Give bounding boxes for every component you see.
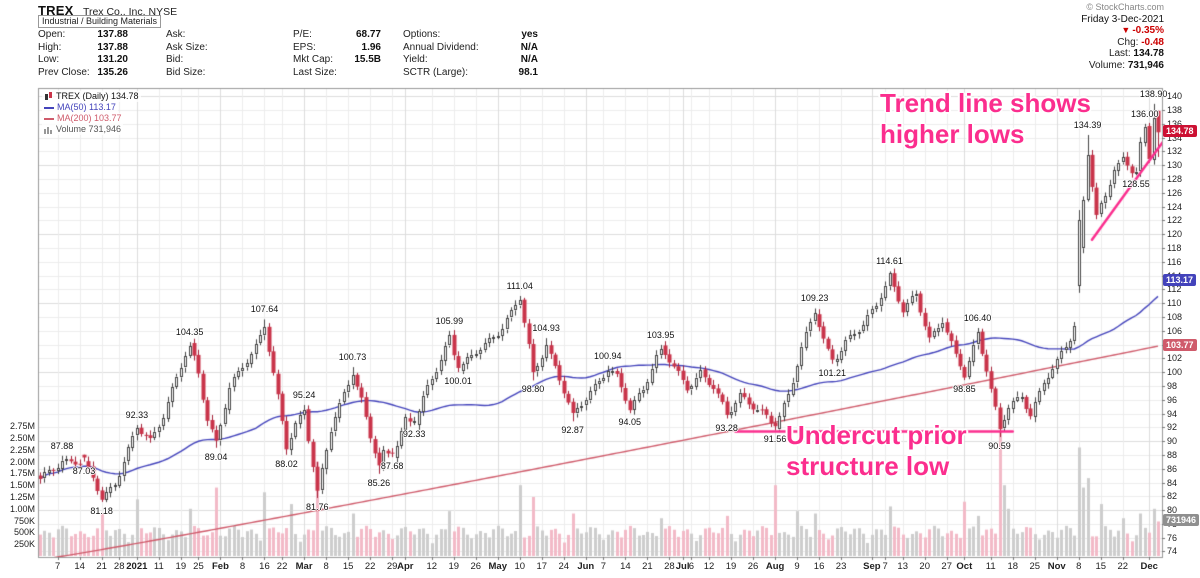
quote-field-value: N/A: [520, 54, 538, 65]
chart-legend: TREX (Daily) 134.78 MA(50) 113.17 MA(200…: [42, 91, 141, 135]
quote-field-value: 68.77: [355, 29, 381, 40]
legend-symbol-row: TREX (Daily) 134.78: [42, 91, 141, 102]
quote-field-value: 135.26: [97, 66, 128, 78]
volume-value: 731,946: [1127, 59, 1164, 71]
quote-col-bid-ask: Ask: Ask Size: Bid: Bid Size:: [166, 29, 241, 79]
symbol-ticker: TREX: [38, 3, 74, 18]
quote-field-label: EPS:: [293, 41, 316, 53]
quote-field-value: N/A: [520, 41, 538, 53]
last-value: 134.78: [1133, 48, 1164, 59]
quote-field-label: Open:: [38, 29, 66, 40]
quote-grid: Open: 137.88 High: 137.88 Low: 131.20 Prev …: [38, 29, 538, 79]
annotation-undercut-text-line2: structure low: [786, 451, 950, 481]
legend-symbol-text: TREX (Daily) 134.78: [56, 91, 139, 101]
quote-field-label: Bid:: [166, 54, 184, 65]
legend-ma200-row: MA(200) 103.77: [42, 113, 124, 124]
annotation-undercut-text: Undercut prior structure low: [786, 420, 967, 482]
quote-date: Friday 3-Dec-2021: [1081, 13, 1164, 25]
annotation-undercut-text-line1: Undercut prior: [786, 420, 967, 450]
stockcharts-copyright: © StockCharts.com: [1086, 2, 1164, 12]
quote-field-label: Yield:: [403, 54, 428, 65]
quote-field-label: P/E:: [293, 29, 312, 40]
annotation-trend-text-line1: Trend line shows: [880, 88, 1091, 118]
quote-field-value: yes: [521, 29, 538, 40]
volume-label: Volume:: [1088, 59, 1126, 71]
quote-field-value: 131.20: [97, 54, 128, 65]
quote-field-label: Last Size:: [293, 66, 337, 78]
quote-field-label: Options:: [403, 29, 441, 40]
quote-field-label: Mkt Cap:: [293, 54, 334, 65]
quote-field-value: 137.88: [97, 41, 128, 53]
quote-field-label: Prev Close:: [38, 66, 90, 78]
quote-field-label: SCTR (Large):: [403, 66, 469, 78]
quote-field-label: Annual Dividend:: [403, 41, 479, 53]
change-percent: -0.35%: [1132, 25, 1164, 36]
quote-field-value: 137.88: [97, 29, 128, 40]
legend-volume-text: Volume 731,946: [56, 124, 122, 134]
ma200-line-icon: [44, 117, 54, 120]
quote-field-label: Bid Size:: [166, 66, 206, 78]
chg-value: -0.48: [1141, 36, 1164, 48]
quote-header: TREX Trex Co., Inc. NYSE Industrial / Bu…: [0, 0, 1200, 86]
chg-label: Chg:: [1117, 36, 1139, 48]
quote-col-ohlc: Open: 137.88 High: 137.88 Low: 131.20 Prev …: [38, 29, 128, 79]
legend-ma50-text: MA(50) 113.17: [57, 102, 116, 112]
candlestick-icon: [45, 92, 52, 100]
last-label: Last:: [1108, 48, 1131, 59]
quote-field-label: Ask:: [166, 29, 186, 40]
annotation-trend-text: Trend line shows higher lows: [880, 88, 1091, 150]
quote-col-options: Options: yes Annual Dividend: N/A Yield: N/…: [403, 29, 538, 79]
quote-field-label: Low:: [38, 54, 60, 65]
legend-ma200-text: MA(200) 103.77: [57, 113, 122, 123]
quote-field-label: High:: [38, 41, 62, 53]
legend-volume-row: Volume 731,946: [42, 124, 124, 135]
quote-field-value: 15.5B: [354, 54, 381, 65]
annotation-trend-text-line2: higher lows: [880, 119, 1025, 149]
volume-bars-icon: [44, 127, 52, 134]
down-triangle-icon: ▼: [1121, 25, 1131, 35]
quote-field-label: Ask Size:: [166, 41, 208, 53]
sector-industry: Industrial / Building Materials: [38, 15, 162, 28]
change-summary: © StockCharts.com Friday 3-Dec-2021 ▼ -0.…: [1081, 2, 1164, 71]
ma50-line-icon: [44, 106, 54, 109]
quote-col-fundamentals: P/E: 68.77 EPS: 1.96 Mkt Cap: 15.5B Last Si…: [293, 29, 381, 79]
legend-ma50-row: MA(50) 113.17: [42, 102, 118, 113]
quote-field-value: 98.1: [518, 66, 538, 78]
quote-field-value: 1.96: [361, 41, 381, 53]
